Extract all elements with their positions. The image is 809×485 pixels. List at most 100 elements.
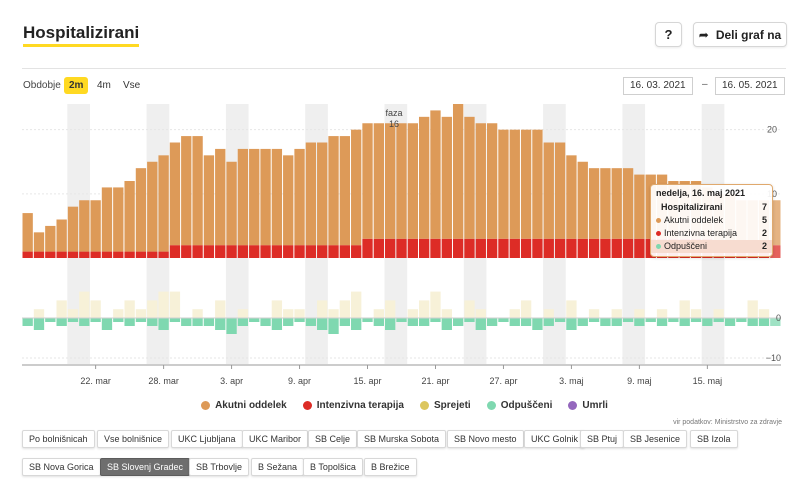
bar-admitted [90, 300, 101, 318]
bar-discharged [668, 318, 679, 322]
tooltip-row-discharged: Odpuščeni 2 [651, 240, 772, 253]
chart-title: Hospitalizirani [23, 24, 140, 47]
bar-acute [577, 161, 588, 239]
bar-icu [22, 251, 33, 258]
bar-acute [22, 213, 33, 252]
bar-acute [418, 116, 430, 239]
legend-item-acute[interactable]: Akutni oddelek [201, 400, 287, 411]
bar-admitted [135, 309, 147, 318]
header-divider [22, 68, 786, 69]
x-tick-label: 22. mar [80, 376, 111, 386]
filter-sb-slovenj-gradec[interactable]: SB Slovenj Gradec [100, 458, 191, 476]
bar-icu [67, 251, 79, 258]
bar-icu [260, 245, 271, 258]
bar-discharged [509, 318, 520, 326]
filter-ukc-maribor[interactable]: UKC Maribor [242, 430, 309, 448]
filter-sb-celje[interactable]: SB Celje [308, 430, 358, 448]
bar-admitted [169, 291, 181, 318]
legend-item-deceased[interactable]: Umrli [568, 400, 608, 411]
filter-sb-novo-mesto[interactable]: SB Novo mesto [447, 430, 524, 448]
bar-discharged [588, 318, 600, 322]
data-source: vir podatkov: Ministrstvo za zdravje [673, 419, 782, 426]
bar-acute [634, 174, 645, 239]
bar-admitted [418, 300, 430, 318]
bar-acute [33, 232, 45, 252]
filter-sb-nova-gorica[interactable]: SB Nova Gorica [22, 458, 101, 476]
bar-discharged [464, 318, 475, 322]
bar-acute [464, 116, 475, 239]
bar-icu [192, 245, 203, 258]
filter-vse-bolnisnice[interactable]: Vse bolnišnice [97, 430, 170, 448]
bar-discharged [339, 318, 351, 326]
period-option-4m[interactable]: 4m [97, 80, 111, 91]
bar-admitted [475, 309, 486, 318]
bar-acute [588, 168, 600, 239]
y-tick-label: 20 [767, 125, 777, 135]
share-button[interactable]: ➦ Deli graf na [693, 22, 787, 47]
bar-acute [215, 148, 226, 246]
bar-acute [622, 168, 634, 239]
filter-po-bolnisnicah[interactable]: Po bolnišnicah [22, 430, 95, 448]
bar-admitted [747, 300, 758, 318]
period-option-2m[interactable]: 2m [64, 77, 89, 94]
filter-sb-murska-sobota[interactable]: SB Murska Sobota [357, 430, 447, 448]
legend-item-admitted[interactable]: Sprejeti [420, 400, 471, 411]
bar-icu [158, 251, 169, 258]
filter-b-sezana[interactable]: B Sežana [251, 458, 305, 476]
date-from-input[interactable]: 16. 03. 2021 [623, 77, 693, 95]
tooltip-label-acute: Akutni oddelek [664, 215, 724, 225]
filter-b-topolsica[interactable]: B Topolšica [303, 458, 363, 476]
help-button[interactable]: ? [655, 22, 682, 47]
tooltip-value-discharged: 2 [761, 241, 767, 251]
bar-acute [385, 123, 396, 239]
bar-acute [305, 142, 317, 246]
bar-admitted [566, 300, 577, 318]
date-to-input[interactable]: 16. 05. 2021 [715, 77, 785, 95]
share-arrow-icon: ➦ [698, 27, 709, 42]
bar-admitted [271, 300, 283, 318]
bar-icu [622, 238, 634, 258]
filter-sb-ptuj[interactable]: SB Ptuj [580, 430, 625, 448]
bar-admitted [67, 309, 79, 318]
bar-icu [464, 238, 475, 258]
bar-acute [498, 129, 509, 239]
period-option-all[interactable]: Vse [123, 80, 141, 91]
phase-annotation-line2: 16 [389, 119, 399, 129]
legend-item-discharged[interactable]: Odpuščeni [486, 400, 552, 411]
tooltip-value-acute: 5 [761, 215, 767, 225]
legend-admitted-dot-icon [420, 401, 429, 410]
bar-discharged [373, 318, 385, 326]
filter-ukc-golnik[interactable]: UKC Golnik [524, 430, 586, 448]
filter-sb-trbovlje[interactable]: SB Trbovlje [189, 458, 250, 476]
bar-icu [294, 245, 305, 258]
filter-sb-izola[interactable]: SB Izola [690, 430, 738, 448]
tooltip-value-icu: 2 [761, 228, 767, 238]
bar-acute [452, 104, 464, 239]
x-tick-label: 15. apr [353, 376, 381, 386]
bar-icu [418, 238, 430, 258]
bar-admitted [588, 309, 600, 318]
bar-admitted [79, 291, 90, 318]
bar-acute [532, 129, 543, 239]
bar-acute [90, 200, 101, 252]
bar-icu [328, 245, 339, 258]
bar-discharged [294, 318, 305, 322]
legend-deceased-label: Umrli [582, 400, 608, 411]
bar-admitted [56, 300, 67, 318]
bar-discharged [351, 318, 362, 330]
legend-item-icu[interactable]: Intenzivna terapija [302, 400, 404, 411]
bar-icu [113, 251, 124, 258]
x-tick-label: 9. apr [288, 376, 311, 386]
bar-discharged [724, 318, 736, 326]
bar-acute [520, 129, 532, 239]
tooltip-label-discharged: Odpuščeni [664, 241, 708, 251]
bar-discharged [192, 318, 203, 326]
filter-ukc-ljubljana[interactable]: UKC Ljubljana [171, 430, 243, 448]
bar-icu [577, 238, 588, 258]
filter-b-brezice[interactable]: B Brežice [364, 458, 417, 476]
bar-icu [215, 245, 226, 258]
legend-icu-label: Intenzivna terapija [316, 400, 404, 411]
bar-acute [101, 187, 113, 252]
bar-icu [181, 245, 192, 258]
filter-sb-jesenice[interactable]: SB Jesenice [623, 430, 688, 448]
